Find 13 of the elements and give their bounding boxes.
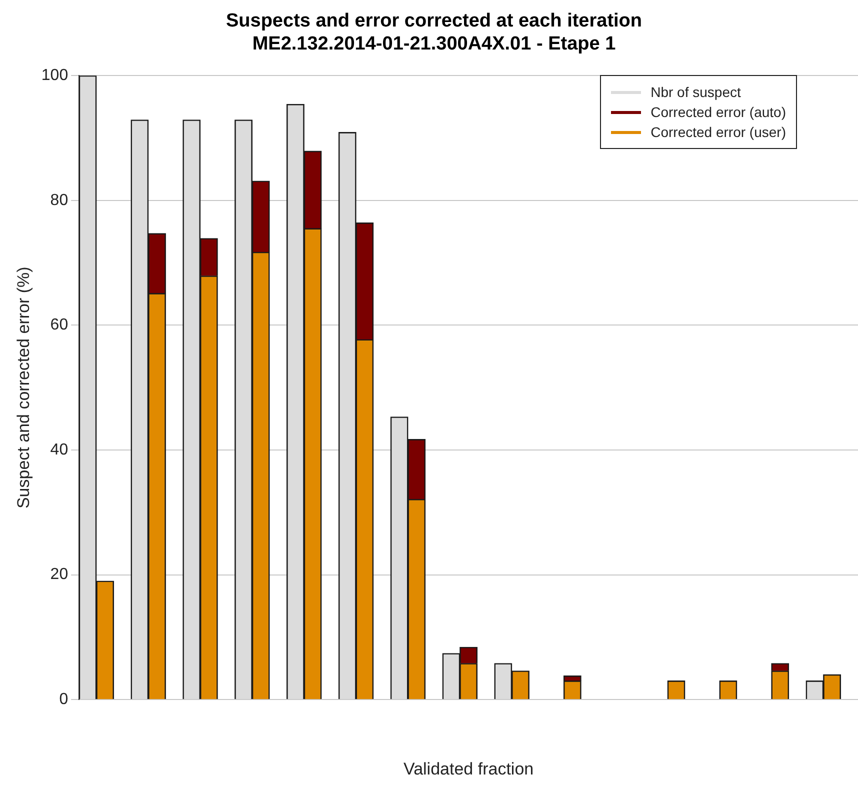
y-tick-label: 100 (41, 67, 68, 84)
chart-title: Suspects and error corrected at each iteration (226, 10, 642, 32)
x-axis-title: Validated fraction (403, 759, 534, 778)
legend-label: Corrected error (auto) (650, 103, 786, 122)
y-tick-label: 80 (50, 192, 68, 209)
y-tick-label: 40 (50, 441, 68, 458)
legend-label: Nbr of suspect (650, 83, 741, 102)
y-tick-label: 0 (59, 691, 68, 708)
chart-subtitle: ME2.132.2014-01-21.300A4X.01 - Etape 1 (252, 33, 616, 54)
y-tick-label: 20 (50, 566, 68, 584)
y-tick-label: 60 (50, 316, 68, 334)
y-axis-title: Suspect and corrected error (%) (14, 266, 33, 509)
legend-label: Corrected error (user) (650, 123, 786, 142)
